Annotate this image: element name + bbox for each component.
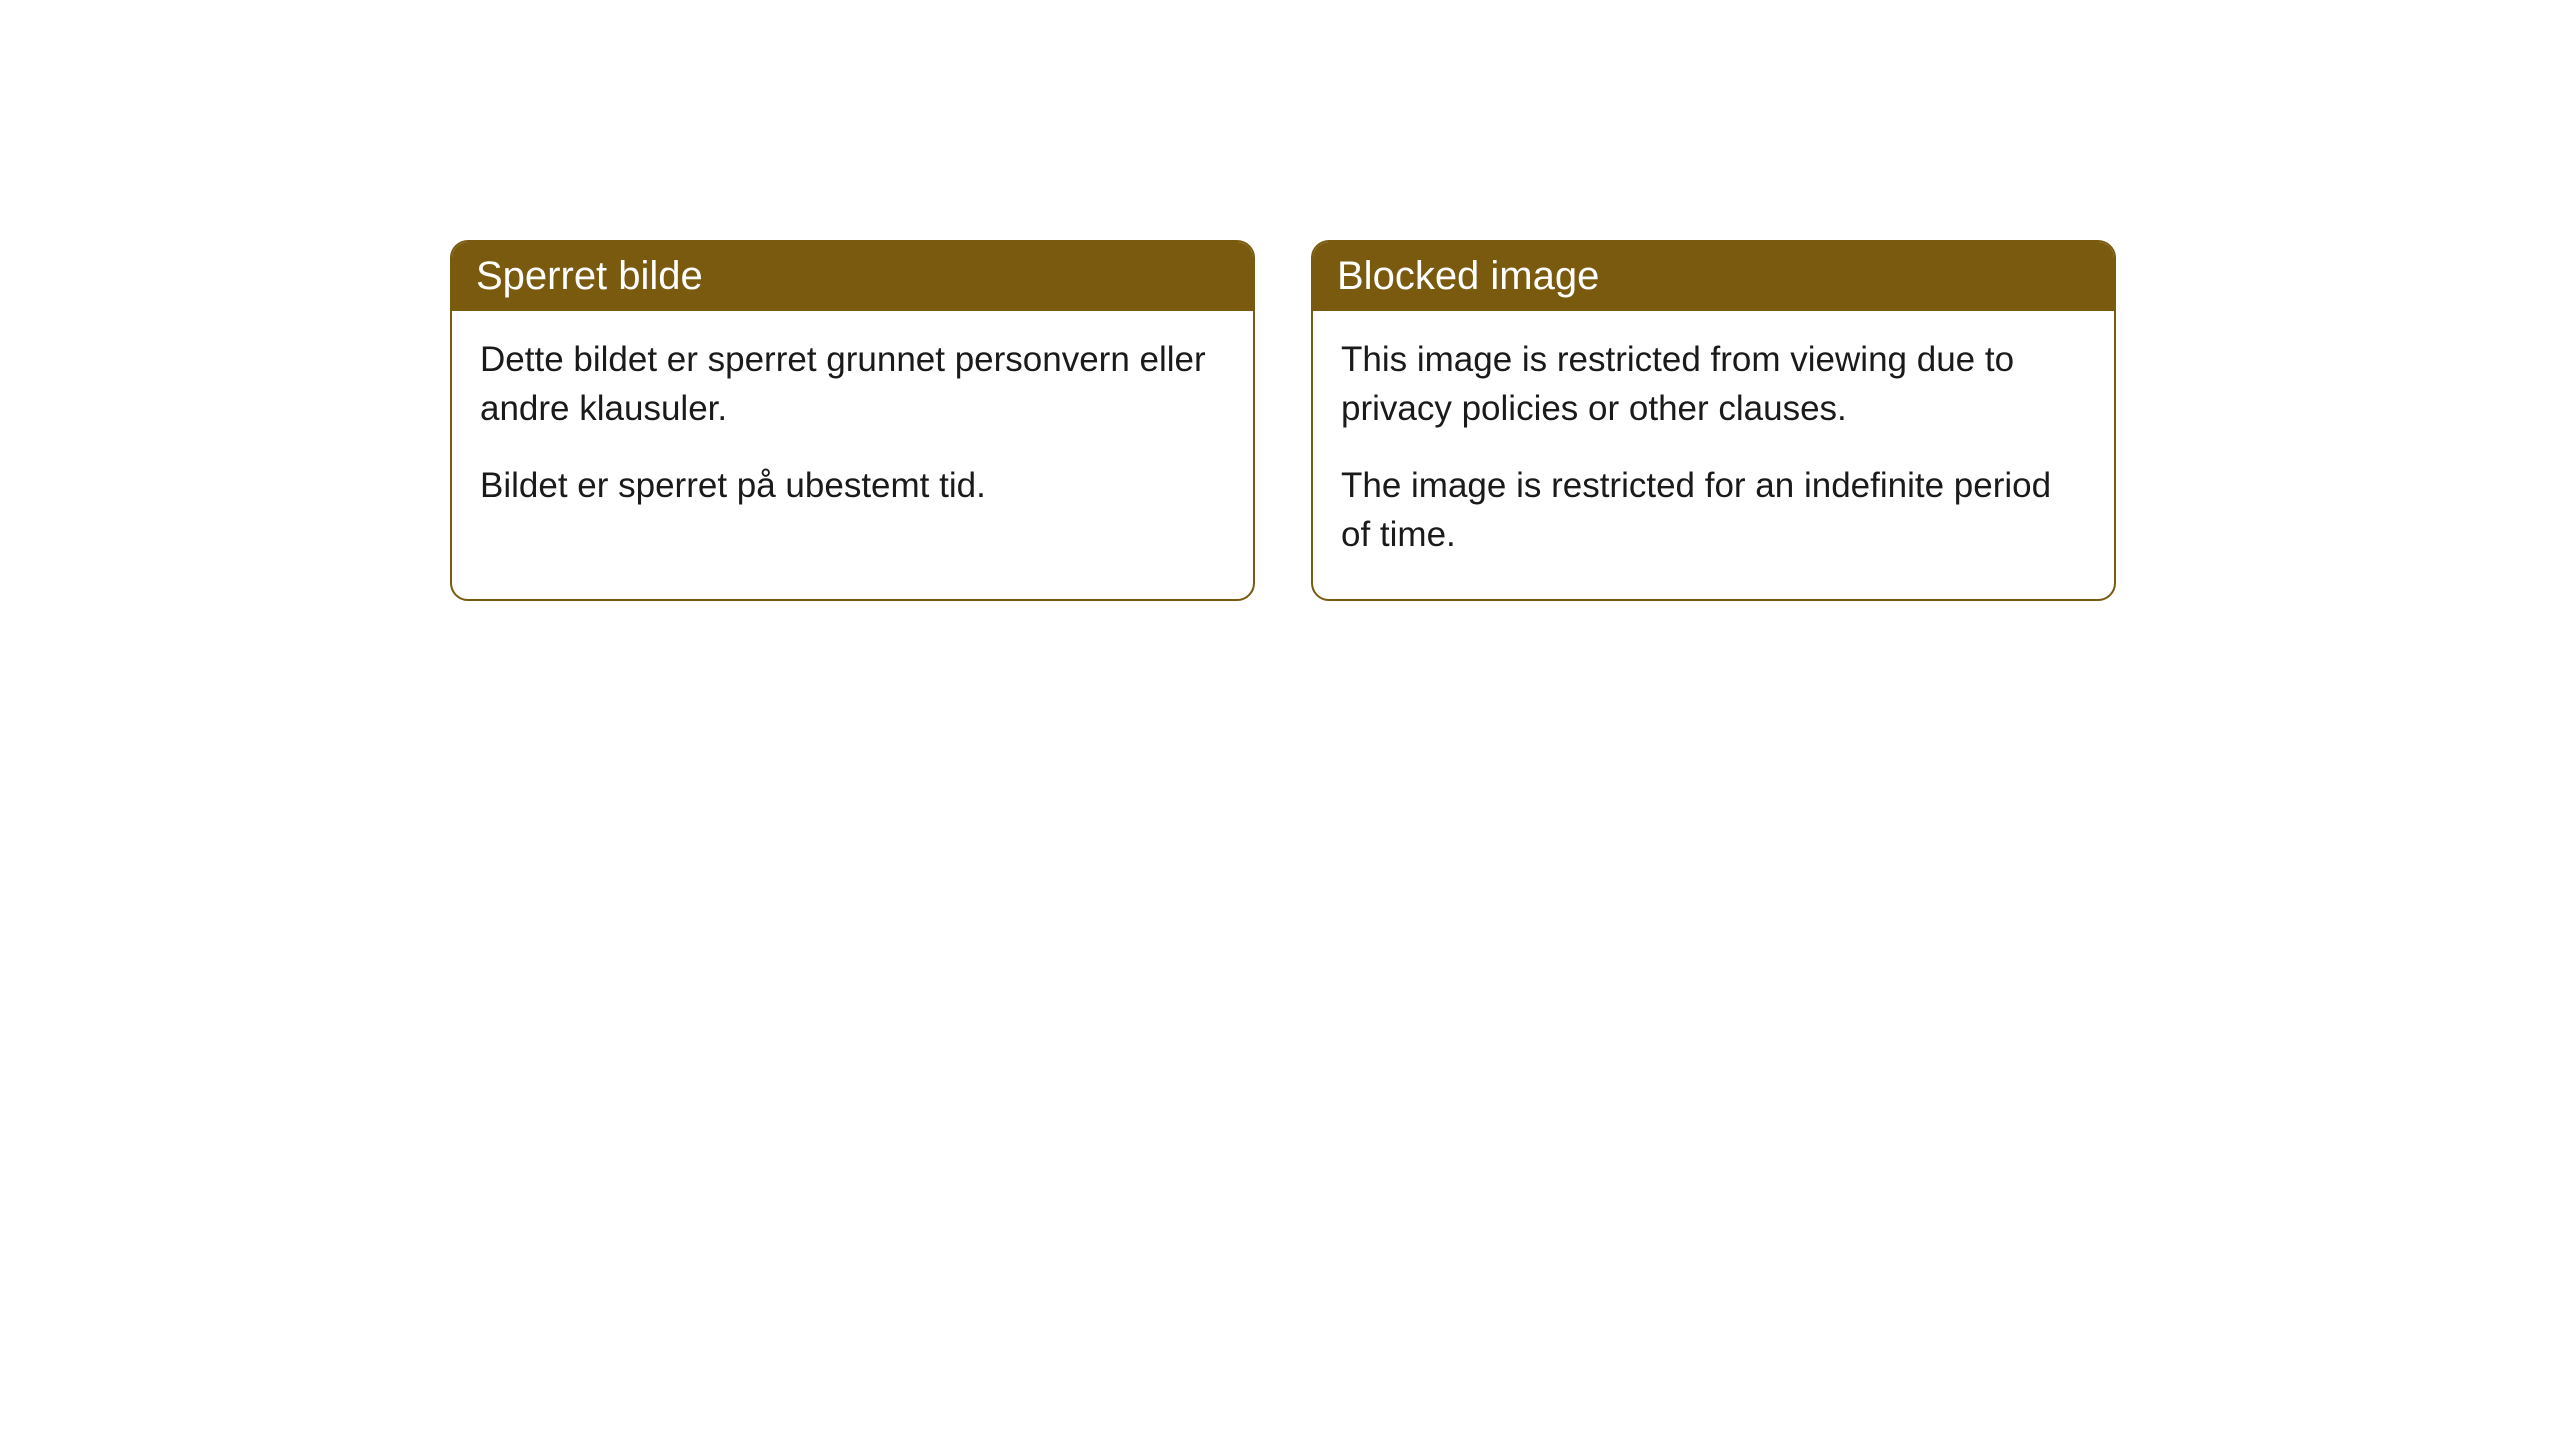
notice-card-english: Blocked image This image is restricted f… [1311,240,2116,601]
notice-text-2: Bildet er sperret på ubestemt tid. [480,461,1225,510]
card-header: Sperret bilde [452,242,1253,311]
card-header: Blocked image [1313,242,2114,311]
notice-card-norwegian: Sperret bilde Dette bildet er sperret gr… [450,240,1255,601]
notice-text-2: The image is restricted for an indefinit… [1341,461,2086,559]
card-body: Dette bildet er sperret grunnet personve… [452,311,1253,550]
card-body: This image is restricted from viewing du… [1313,311,2114,599]
notice-text-1: Dette bildet er sperret grunnet personve… [480,335,1225,433]
notice-cards-container: Sperret bilde Dette bildet er sperret gr… [450,240,2116,601]
notice-text-1: This image is restricted from viewing du… [1341,335,2086,433]
